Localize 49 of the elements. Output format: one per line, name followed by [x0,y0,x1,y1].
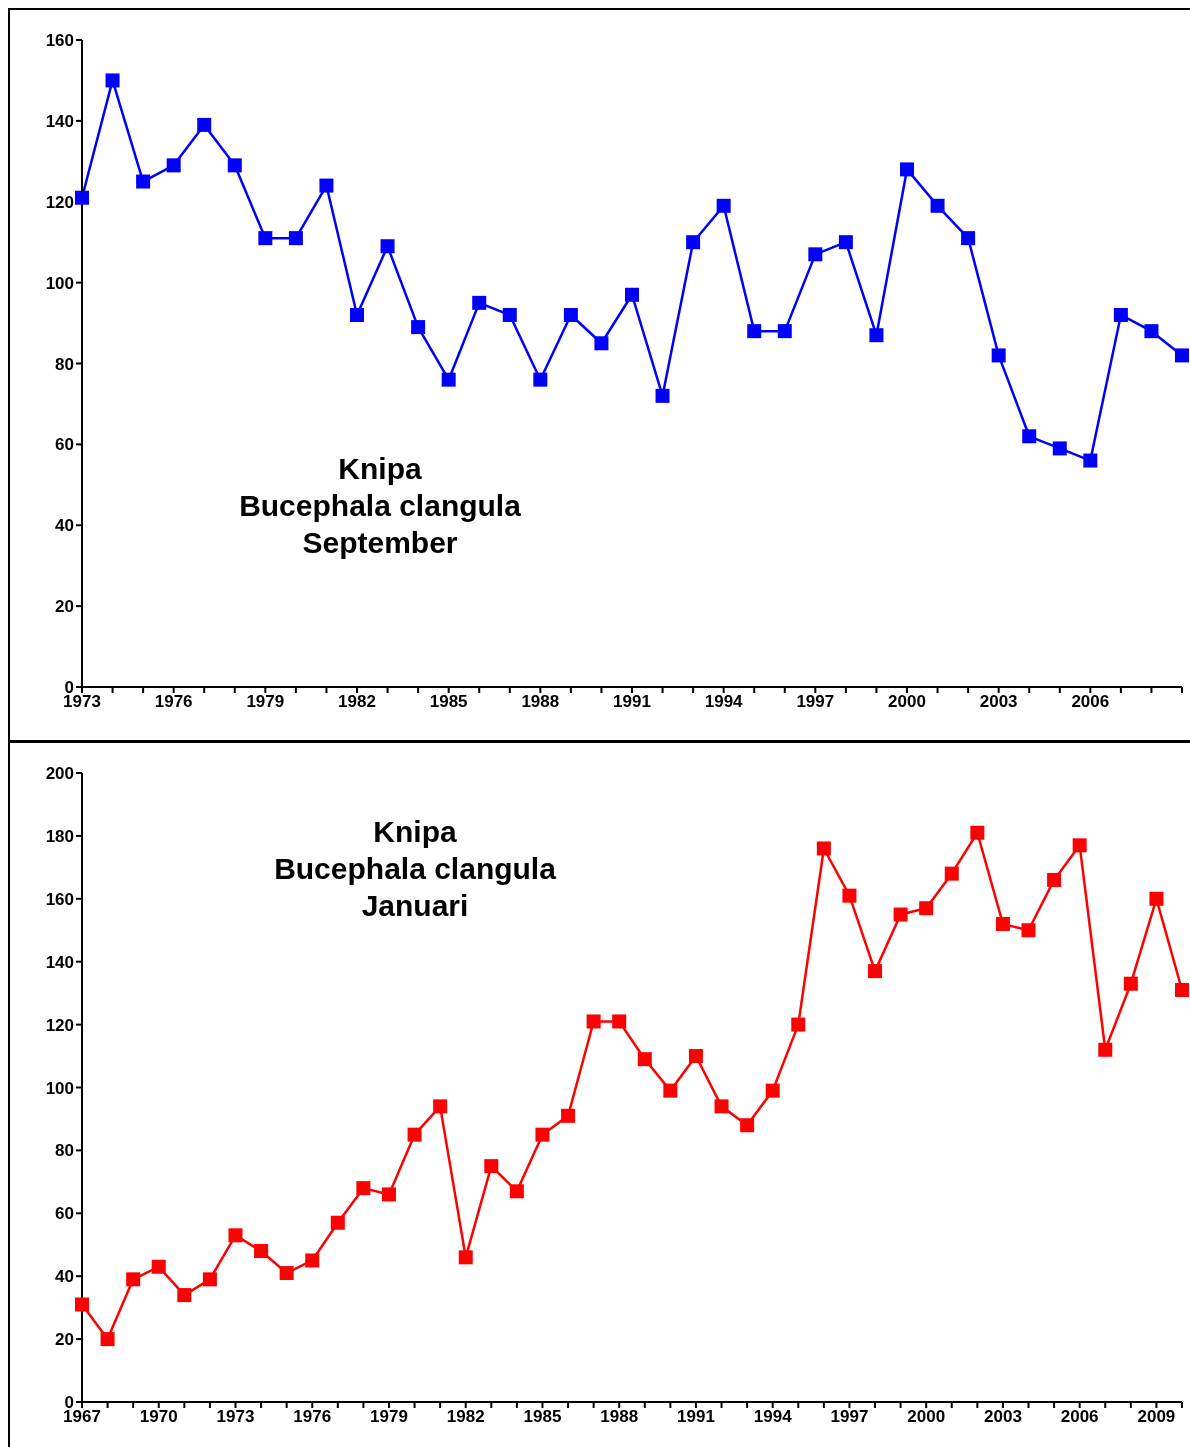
x-tick-label: 1994 [753,1407,793,1427]
annotation: Januari [360,888,470,924]
y-tick-label: 100 [45,273,74,293]
x-tick-label: 2003 [979,692,1018,712]
y-tick-label: 180 [45,826,74,846]
x-tick-label: 1991 [613,692,651,712]
y-tick-label: 80 [55,1141,74,1161]
y-tick-label: 120 [45,192,74,212]
y-tick-label: 20 [55,1330,74,1350]
x-tick-label: 2003 [984,1407,1022,1427]
x-tick-label: 1991 [677,1407,715,1427]
y-tick-label: 60 [55,435,74,455]
y-tick-label: 140 [45,111,74,131]
y-tick-label: 160 [45,889,74,909]
y-tick-label: 140 [45,952,74,972]
y-tick-label: 20 [55,597,74,617]
x-tick-label: 1994 [704,692,744,712]
y-tick-label: 160 [45,31,74,51]
x-tick-label: 1988 [600,1407,639,1427]
y-tick-label: 40 [55,1267,74,1287]
y-tick-label: 40 [55,516,74,536]
annotation: September [301,525,459,561]
annotation: Knipa [372,814,458,850]
x-tick-label: 1985 [523,1407,562,1427]
x-tick-label: 2000 [907,1407,946,1427]
y-tick-label: 120 [45,1015,74,1035]
x-tick-label: 2000 [888,692,926,712]
x-tick-label: 2006 [1071,692,1110,712]
x-tick-label: 2009 [1137,1407,1176,1427]
x-tick-label: 1982 [446,1407,485,1427]
annotation: Bucephala clangula [274,851,556,887]
x-tick-label: 1985 [429,692,468,712]
x-tick-label: 1976 [293,1407,332,1427]
x-tick-label: 1976 [154,692,193,712]
x-tick-label: 1973 [216,1407,255,1427]
x-tick-label: 2006 [1060,1407,1099,1427]
y-tick-label: 200 [45,764,74,784]
annotation: Knipa [337,451,423,487]
x-tick-label: 1988 [521,692,560,712]
y-tick-label: 60 [55,1204,74,1224]
y-tick-label: 80 [55,354,74,374]
x-tick-label: 1979 [370,1407,408,1427]
x-tick-label: 1970 [139,1407,178,1427]
y-tick-label: 100 [45,1078,74,1098]
x-tick-label: 1979 [246,692,285,712]
x-tick-label: 1997 [796,692,835,712]
x-tick-label: 1982 [338,692,376,712]
x-tick-label: 1997 [830,1407,869,1427]
annotation: Bucephala clangula [239,488,521,524]
